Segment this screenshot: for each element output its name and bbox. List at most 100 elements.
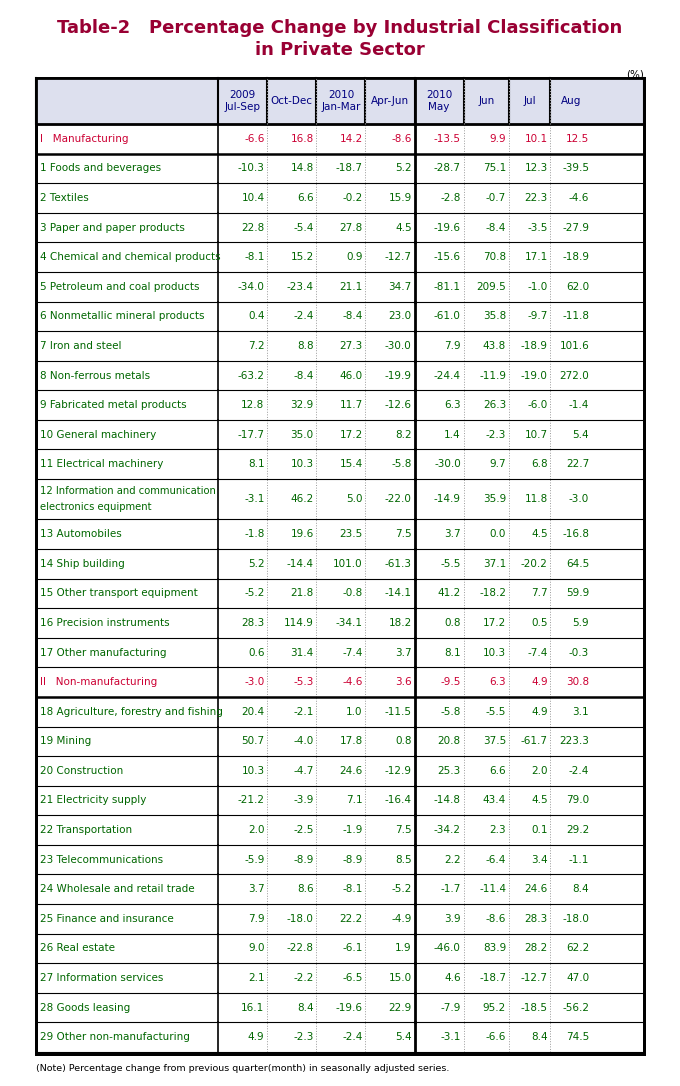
Text: 223.3: 223.3 [559,736,589,746]
Text: 18.2: 18.2 [388,618,411,628]
Text: -3.1: -3.1 [244,494,265,504]
Text: -34.2: -34.2 [434,825,461,835]
Text: 6 Nonmetallic mineral products: 6 Nonmetallic mineral products [40,312,205,321]
Text: -5.8: -5.8 [441,707,461,717]
Text: -1.9: -1.9 [342,825,362,835]
Text: 14.8: 14.8 [290,163,313,174]
Text: 5.4: 5.4 [395,1032,411,1043]
Text: 2.0: 2.0 [248,825,265,835]
Text: -8.4: -8.4 [342,312,362,321]
Text: -46.0: -46.0 [434,944,461,954]
Text: -6.1: -6.1 [342,944,362,954]
Text: 6.8: 6.8 [531,459,547,469]
Text: 12.5: 12.5 [566,134,589,143]
Text: 26 Real estate: 26 Real estate [40,944,115,954]
Text: -18.5: -18.5 [521,1002,547,1012]
Text: 2.0: 2.0 [531,766,547,775]
Text: 3.4: 3.4 [531,855,547,864]
Text: (Note) Percentage change from previous quarter(month) in seasonally adjusted ser: (Note) Percentage change from previous q… [36,1064,449,1073]
Text: -17.7: -17.7 [237,430,265,440]
Text: 5.2: 5.2 [248,559,265,569]
Text: 10.3: 10.3 [483,647,506,657]
Text: -5.9: -5.9 [244,855,265,864]
Text: 5.9: 5.9 [573,618,589,628]
Text: (%): (%) [626,70,644,79]
Text: 15.2: 15.2 [290,252,313,262]
Text: 7.9: 7.9 [248,913,265,924]
Text: 25.3: 25.3 [437,766,461,775]
Text: 46.0: 46.0 [339,370,362,380]
Text: 114.9: 114.9 [284,618,313,628]
Text: Table-2   Percentage Change by Industrial Classification: Table-2 Percentage Change by Industrial … [57,18,623,37]
Text: 3.7: 3.7 [248,884,265,894]
Text: -12.7: -12.7 [521,973,547,983]
Text: 4.5: 4.5 [531,529,547,540]
Text: 30.8: 30.8 [566,678,589,687]
Text: 4.5: 4.5 [531,796,547,806]
Text: 7.5: 7.5 [395,529,411,540]
Text: 13 Automobiles: 13 Automobiles [40,529,122,540]
Text: -5.2: -5.2 [392,884,411,894]
Text: -2.2: -2.2 [293,973,313,983]
Text: -7.9: -7.9 [441,1002,461,1012]
Text: 8.4: 8.4 [573,884,589,894]
Text: 0.0: 0.0 [490,529,506,540]
Text: -2.1: -2.1 [293,707,313,717]
Text: -61.7: -61.7 [521,736,547,746]
Text: -3.9: -3.9 [293,796,313,806]
Text: -4.6: -4.6 [342,678,362,687]
Text: 29 Other non-manufacturing: 29 Other non-manufacturing [40,1032,190,1043]
Text: 12 Information and communication: 12 Information and communication [40,487,216,496]
Text: 4.9: 4.9 [248,1032,265,1043]
Text: -4.7: -4.7 [293,766,313,775]
Text: 28 Goods leasing: 28 Goods leasing [40,1002,130,1012]
Text: 11 Electrical machinery: 11 Electrical machinery [40,459,163,469]
Text: 19 Mining: 19 Mining [40,736,91,746]
Text: 6.6: 6.6 [490,766,506,775]
Text: 7.9: 7.9 [444,341,461,351]
Text: 9.0: 9.0 [248,944,265,954]
Text: 21 Electricity supply: 21 Electricity supply [40,796,146,806]
Text: -0.2: -0.2 [343,193,362,203]
Text: 83.9: 83.9 [483,944,506,954]
Text: 17.1: 17.1 [524,252,547,262]
Text: -6.6: -6.6 [486,1032,506,1043]
Text: -11.8: -11.8 [562,312,589,321]
Text: 17.2: 17.2 [339,430,362,440]
Text: -0.3: -0.3 [569,647,589,657]
Text: in Private Sector: in Private Sector [255,41,425,59]
Text: 32.9: 32.9 [290,400,313,411]
Text: 19.6: 19.6 [290,529,313,540]
Text: -7.4: -7.4 [527,647,547,657]
Text: 1.0: 1.0 [346,707,362,717]
Text: 23.5: 23.5 [339,529,362,540]
Text: -2.5: -2.5 [293,825,313,835]
Text: 22.2: 22.2 [339,913,362,924]
Text: 0.8: 0.8 [444,618,461,628]
Text: 3 Paper and paper products: 3 Paper and paper products [40,223,185,232]
Text: 37.1: 37.1 [483,559,506,569]
Text: 31.4: 31.4 [290,647,313,657]
Text: -22.8: -22.8 [286,944,313,954]
Text: 6.6: 6.6 [297,193,313,203]
Text: -4.9: -4.9 [392,913,411,924]
Text: 1.4: 1.4 [444,430,461,440]
Text: 4.9: 4.9 [531,707,547,717]
Text: -19.6: -19.6 [434,223,461,232]
Text: 10 General machinery: 10 General machinery [40,430,156,440]
Text: -8.1: -8.1 [342,884,362,894]
Text: 12.8: 12.8 [241,400,265,411]
Text: Apr-Jun: Apr-Jun [371,96,409,106]
Text: 22.8: 22.8 [241,223,265,232]
Text: 22.3: 22.3 [524,193,547,203]
Text: 15 Other transport equipment: 15 Other transport equipment [40,589,198,598]
Text: 16.1: 16.1 [241,1002,265,1012]
Text: 15.0: 15.0 [388,973,411,983]
Text: 24 Wholesale and retail trade: 24 Wholesale and retail trade [40,884,194,894]
Text: -10.3: -10.3 [237,163,265,174]
Text: 1 Foods and beverages: 1 Foods and beverages [40,163,161,174]
Text: -9.7: -9.7 [527,312,547,321]
Text: 7.2: 7.2 [248,341,265,351]
Text: 209.5: 209.5 [477,281,506,292]
Text: 8 Non-ferrous metals: 8 Non-ferrous metals [40,370,150,380]
